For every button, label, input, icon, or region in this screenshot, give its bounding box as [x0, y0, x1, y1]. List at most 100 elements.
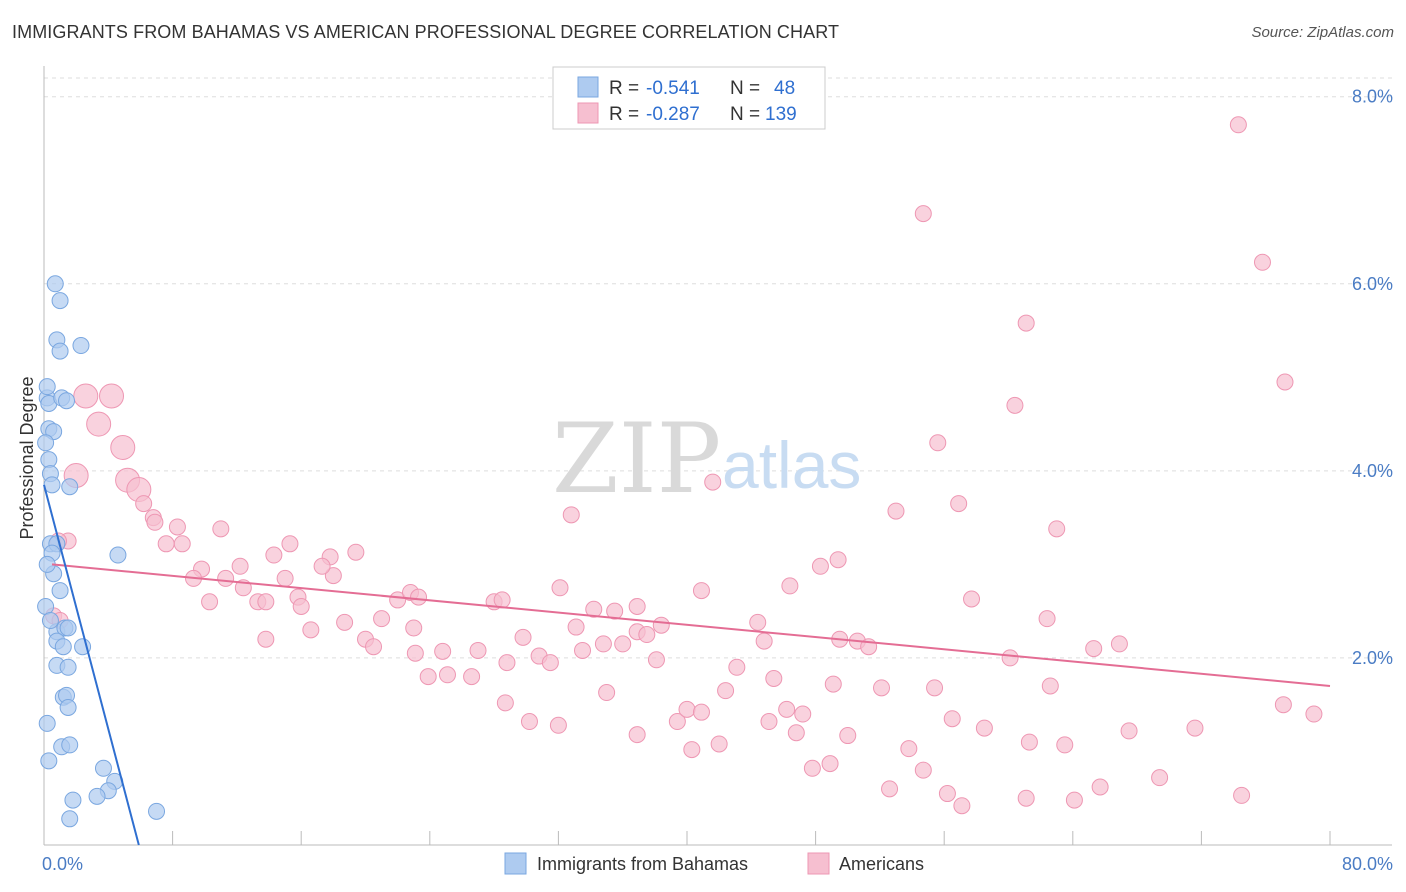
bahamas-point	[148, 802, 166, 820]
americans-point	[1229, 116, 1247, 134]
bahamas-point	[51, 342, 69, 360]
bahamas-point	[38, 378, 56, 396]
americans-point	[347, 543, 365, 561]
americans-point	[1056, 736, 1074, 754]
americans-point	[938, 785, 956, 803]
americans-point	[887, 502, 905, 520]
americans-point	[1276, 373, 1294, 391]
americans-point	[410, 588, 428, 606]
correlation-legend: R = -0.541 N = 48 R = -0.287 N = 139	[552, 66, 826, 130]
americans-point	[1151, 769, 1169, 787]
americans-point	[628, 597, 646, 615]
americans-point	[1001, 649, 1019, 667]
americans-point	[336, 613, 354, 631]
bahamas-point	[54, 638, 72, 656]
americans-point	[614, 635, 632, 653]
americans-point	[1110, 635, 1128, 653]
y-axis-label: Professional Degree	[17, 376, 37, 539]
americans-point	[652, 616, 670, 634]
americans-point	[943, 710, 961, 728]
americans-point	[668, 713, 686, 731]
americans-point	[1253, 253, 1271, 271]
americans-point	[276, 569, 294, 587]
americans-point	[434, 642, 452, 660]
americans-point	[975, 719, 993, 737]
americans-point	[839, 727, 857, 745]
americans-point	[99, 383, 125, 409]
bahamas-point	[40, 451, 58, 469]
americans-point	[562, 506, 580, 524]
legend-r-label-2: R =	[609, 104, 639, 125]
americans-point	[292, 597, 310, 615]
americans-point	[419, 668, 437, 686]
americans-point	[168, 518, 186, 536]
americans-point	[313, 557, 331, 575]
americans-point	[914, 205, 932, 223]
americans-point	[598, 684, 616, 702]
americans-point	[881, 780, 899, 798]
americans-point	[728, 658, 746, 676]
bahamas-point	[64, 791, 82, 809]
americans-point	[496, 694, 514, 712]
bahamas-series	[37, 275, 166, 828]
trend-lines	[43, 484, 1331, 846]
americans-point	[1305, 705, 1323, 723]
americans-point	[463, 668, 481, 686]
bottom-legend-label-americans: Americans	[839, 854, 924, 874]
americans-point	[585, 600, 603, 618]
americans-point	[86, 411, 112, 437]
legend-r-value-2: -0.287	[646, 104, 700, 125]
bahamas-point	[37, 434, 55, 452]
americans-point	[704, 473, 722, 491]
americans-point	[1120, 722, 1138, 740]
americans-point	[498, 654, 516, 672]
americans-point	[1274, 696, 1292, 714]
americans-point	[1048, 520, 1066, 538]
americans-point	[1020, 733, 1038, 751]
americans-point	[717, 682, 735, 700]
americans-point	[567, 618, 585, 636]
americans-point	[549, 716, 567, 734]
americans-point	[541, 654, 559, 672]
legend-swatch-bahamas	[577, 76, 599, 98]
americans-point	[628, 726, 646, 744]
americans-point	[257, 593, 275, 611]
americans-point	[1186, 719, 1204, 737]
americans-point	[217, 569, 235, 587]
watermark-atlas: atlas	[722, 428, 861, 502]
bottom-legend-label-bahamas: Immigrants from Bahamas	[537, 854, 748, 874]
americans-point	[73, 383, 99, 409]
americans-point	[1017, 314, 1035, 332]
americans-point	[405, 619, 423, 637]
legend-r-value-1: -0.541	[646, 78, 700, 99]
americans-point	[469, 641, 487, 659]
americans-point	[514, 628, 532, 646]
americans-point	[373, 610, 391, 628]
bahamas-point	[58, 392, 76, 410]
americans-point	[257, 630, 275, 648]
americans-point	[749, 613, 767, 631]
americans-point	[824, 675, 842, 693]
americans-point	[953, 797, 971, 815]
americans-point	[950, 495, 968, 513]
americans-point	[1091, 778, 1109, 796]
y-tick-label: 4.0%	[1352, 461, 1393, 481]
legend-swatch-americans	[577, 102, 599, 124]
americans-point	[794, 705, 812, 723]
americans-point	[520, 713, 538, 731]
watermark: ZIP atlas	[552, 403, 861, 515]
americans-point	[647, 651, 665, 669]
americans-point	[926, 679, 944, 697]
americans-point	[201, 593, 219, 611]
axis-layer: 2.0% 4.0% 6.0% 8.0%	[43, 66, 1393, 846]
americans-point	[1006, 396, 1024, 414]
americans-point	[173, 535, 191, 553]
americans-point	[914, 761, 932, 779]
americans-series	[45, 116, 1323, 815]
americans-point	[811, 557, 829, 575]
americans-point	[110, 434, 136, 460]
americans-point	[760, 713, 778, 731]
bahamas-point	[59, 658, 77, 676]
bahamas-point	[51, 292, 69, 310]
series-legend: Immigrants from Bahamas Americans	[504, 852, 924, 875]
